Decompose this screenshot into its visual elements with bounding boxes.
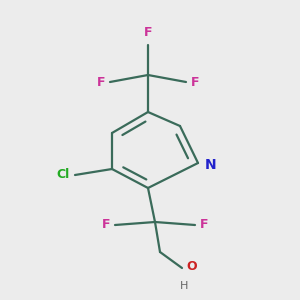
Text: F: F <box>200 218 208 232</box>
Text: Cl: Cl <box>57 169 70 182</box>
Text: H: H <box>180 281 188 291</box>
Text: O: O <box>186 260 196 274</box>
Text: F: F <box>144 26 152 39</box>
Text: F: F <box>101 218 110 232</box>
Text: F: F <box>97 76 105 88</box>
Text: F: F <box>191 76 200 88</box>
Text: N: N <box>205 158 217 172</box>
